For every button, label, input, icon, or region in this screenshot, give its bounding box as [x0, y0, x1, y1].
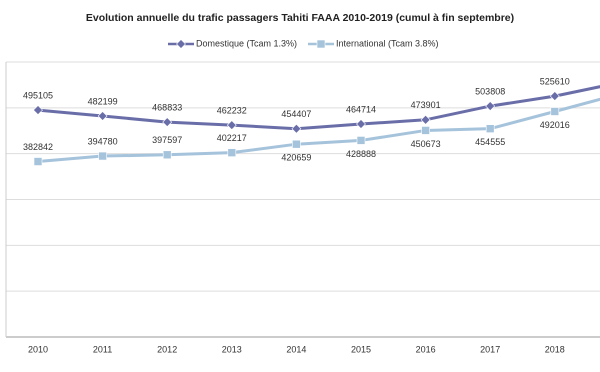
- data-label: 382842: [23, 142, 53, 152]
- data-label: 402217: [217, 133, 247, 143]
- data-label: 394780: [88, 136, 118, 146]
- point-marker: [485, 124, 495, 133]
- data-label: 450673: [411, 139, 441, 149]
- x-tick-label: 2012: [157, 344, 177, 354]
- x-tick-label: 2011: [93, 344, 112, 354]
- point-marker: [33, 105, 43, 116]
- data-label: 473901: [411, 100, 441, 110]
- data-label: 464714: [346, 104, 376, 114]
- point-marker: [98, 151, 107, 161]
- series-line: [37, 85, 600, 131]
- data-label: 454555: [475, 137, 505, 147]
- point-marker: [227, 148, 237, 157]
- x-tick-label: 2010: [28, 344, 48, 354]
- point-marker: [316, 39, 326, 49]
- data-label: 525610: [540, 76, 570, 86]
- x-tick-label: 2013: [222, 344, 242, 354]
- point-marker: [226, 120, 237, 131]
- data-label: 428888: [346, 149, 376, 159]
- data-label: 468833: [152, 102, 182, 112]
- legend-label: International (Tcam 3.8%): [336, 38, 439, 48]
- x-tick-label: 2018: [545, 344, 565, 354]
- data-label: 482199: [88, 96, 118, 106]
- x-tick-label: 2017: [480, 344, 500, 354]
- point-marker: [549, 91, 560, 102]
- series-line: [37, 97, 600, 164]
- point-marker: [421, 126, 430, 135]
- point-marker: [176, 39, 186, 49]
- point-marker: [356, 136, 366, 145]
- x-tick-label: 2014: [286, 344, 306, 354]
- point-marker: [550, 107, 560, 116]
- data-label: 492016: [540, 120, 570, 130]
- point-marker: [356, 119, 366, 129]
- data-label: 462232: [217, 106, 247, 116]
- point-marker: [485, 101, 496, 112]
- x-tick-label: 2015: [351, 344, 371, 354]
- data-label: 397597: [152, 135, 182, 145]
- point-marker: [420, 114, 431, 125]
- point-marker: [162, 117, 173, 128]
- point-marker: [162, 150, 172, 160]
- point-marker: [33, 157, 43, 166]
- chart-title: Evolution annuelle du trafic passagers T…: [86, 12, 514, 24]
- data-label: 503808: [475, 86, 505, 96]
- point-marker: [97, 111, 108, 121]
- legend-label: Domestique (Tcam 1.3%): [196, 38, 297, 48]
- data-label: 420659: [281, 153, 311, 163]
- x-tick-label: 2016: [416, 344, 436, 354]
- data-label: 454407: [281, 109, 311, 119]
- point-marker: [292, 139, 301, 149]
- point-marker: [291, 123, 302, 134]
- data-label: 495105: [23, 90, 53, 100]
